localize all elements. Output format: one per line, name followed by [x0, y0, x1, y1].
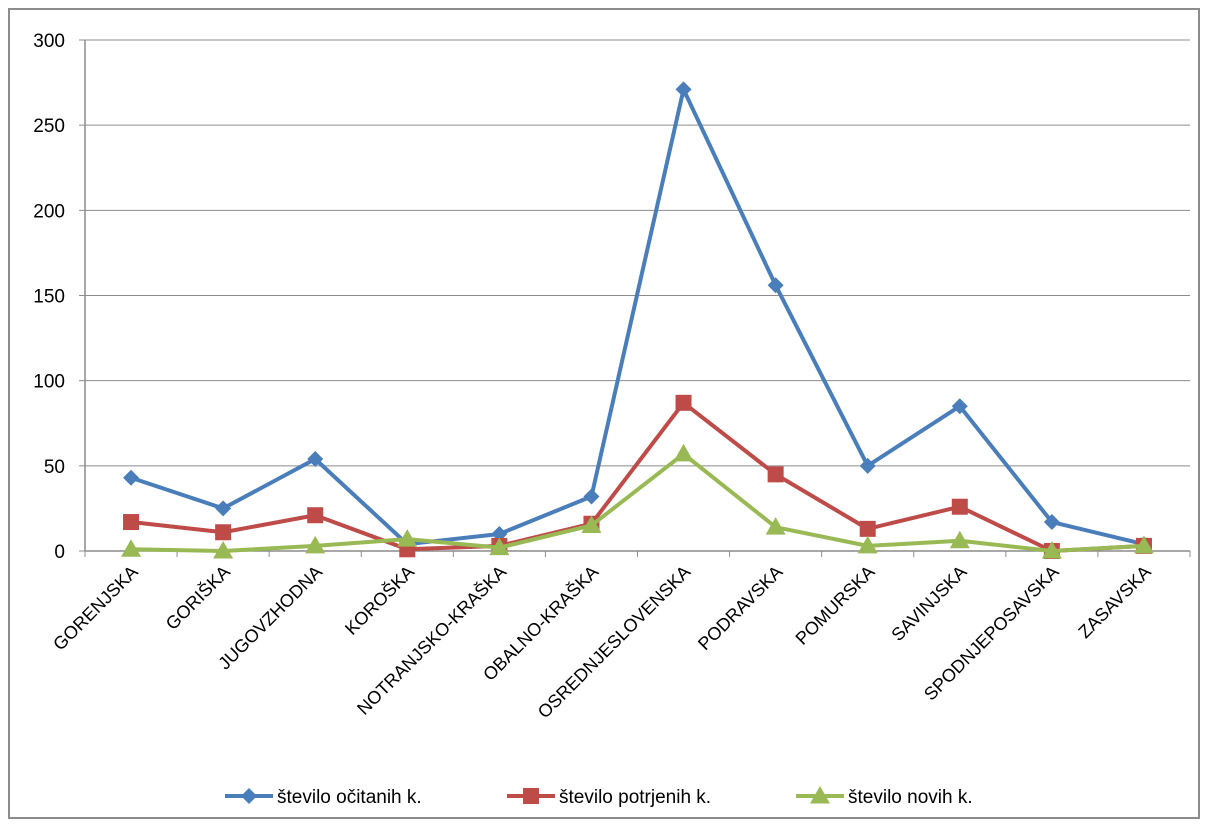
y-tick-label: 150: [33, 287, 65, 308]
legend-marker: [523, 788, 539, 804]
y-tick-labels: 0 50 100 150 200 250 300: [33, 31, 65, 563]
series-line: [130, 87, 1145, 547]
data-point: [951, 498, 968, 515]
data-point: [307, 507, 324, 524]
y-tick-label: 100: [33, 372, 65, 393]
data-point: [675, 81, 692, 98]
data-point: [1133, 535, 1154, 554]
y-tick-label: 0: [54, 542, 65, 563]
y-tick-label: 300: [33, 31, 65, 52]
series-line: [131, 451, 1145, 553]
data-point: [305, 535, 326, 554]
data-point: [857, 535, 878, 554]
legend-marker: [810, 786, 830, 804]
data-point: [307, 451, 324, 468]
series-line: [130, 400, 1145, 553]
series: [121, 81, 1154, 559]
data-point: [213, 541, 234, 559]
legend-entry: število novih k.: [796, 786, 973, 808]
data-point: [121, 539, 142, 557]
data-point: [489, 537, 510, 556]
y-tick-label: 200: [33, 201, 65, 222]
data-point: [397, 529, 418, 547]
data-point: [673, 443, 694, 462]
data-point: [583, 488, 600, 505]
y-tick-label: 250: [33, 116, 65, 137]
data-point: [215, 500, 232, 517]
axes: [79, 39, 1191, 557]
legend-marker: [241, 788, 257, 804]
data-point: [123, 469, 140, 486]
data-point: [949, 530, 970, 549]
legend-label: število potrjenih k.: [559, 787, 711, 808]
data-point: [675, 394, 692, 411]
series-3: [121, 443, 1154, 559]
chart-border: [8, 8, 1200, 819]
legend-label: število novih k.: [848, 787, 973, 808]
data-point: [765, 517, 786, 535]
legend-label: število očitanih k.: [277, 787, 422, 808]
data-point: [215, 524, 232, 541]
legend-entry: število očitanih k.: [225, 787, 422, 808]
data-point: [767, 466, 784, 483]
data-point: [859, 520, 876, 537]
data-point: [859, 457, 876, 474]
data-point: [951, 398, 968, 415]
data-point: [581, 515, 602, 533]
data-point: [767, 277, 784, 294]
y-tick-label: 50: [44, 457, 65, 478]
legend-entry: število potrjenih k.: [507, 787, 711, 808]
data-point: [123, 514, 140, 531]
data-point: [1043, 514, 1060, 531]
legend: število očitanih k. število potrjenih k. š…: [225, 786, 973, 808]
data-point: [1041, 541, 1062, 559]
